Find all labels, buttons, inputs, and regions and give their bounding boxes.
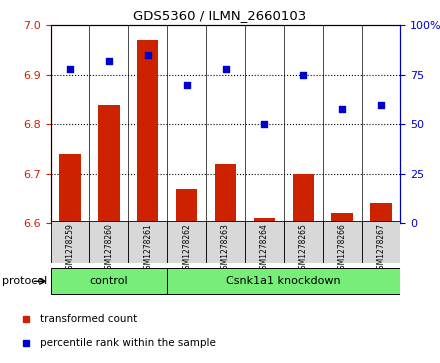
Text: GSM1278264: GSM1278264 [260, 224, 269, 274]
Bar [98, 105, 120, 223]
Bar [167, 268, 400, 294]
Point [300, 72, 307, 78]
Text: Csnk1a1 knockdown: Csnk1a1 knockdown [227, 276, 341, 286]
Bar [128, 221, 167, 263]
Text: GSM1278261: GSM1278261 [143, 224, 152, 274]
Point [183, 82, 190, 87]
Bar [89, 221, 128, 263]
Bar [167, 221, 206, 263]
Point [261, 121, 268, 127]
Text: GSM1278260: GSM1278260 [104, 224, 114, 274]
Bar [323, 221, 362, 263]
Bar [59, 154, 81, 223]
Bar [331, 213, 353, 223]
Bar [370, 204, 392, 223]
Point [106, 58, 113, 64]
Point [339, 106, 346, 111]
Text: transformed count: transformed count [40, 314, 138, 324]
Bar [293, 174, 314, 223]
Text: GSM1278262: GSM1278262 [182, 224, 191, 274]
Bar [284, 221, 323, 263]
Text: GDS5360 / ILMN_2660103: GDS5360 / ILMN_2660103 [133, 9, 307, 22]
Bar [176, 189, 197, 223]
Text: GSM1278259: GSM1278259 [66, 224, 74, 274]
Bar [362, 221, 400, 263]
Bar [215, 164, 236, 223]
Bar [51, 268, 167, 294]
Text: percentile rank within the sample: percentile rank within the sample [40, 338, 216, 348]
Text: GSM1278266: GSM1278266 [337, 224, 347, 274]
Bar [206, 221, 245, 263]
Point [378, 102, 385, 107]
Bar [51, 221, 89, 263]
Text: protocol: protocol [2, 276, 48, 286]
Text: GSM1278263: GSM1278263 [221, 224, 230, 274]
Text: GSM1278265: GSM1278265 [299, 224, 308, 274]
Point [66, 66, 73, 72]
Bar [137, 40, 158, 223]
Bar [245, 221, 284, 263]
Bar [254, 218, 275, 223]
Point [144, 52, 151, 58]
Text: control: control [90, 276, 128, 286]
Text: GSM1278267: GSM1278267 [377, 224, 385, 274]
Point [222, 66, 229, 72]
